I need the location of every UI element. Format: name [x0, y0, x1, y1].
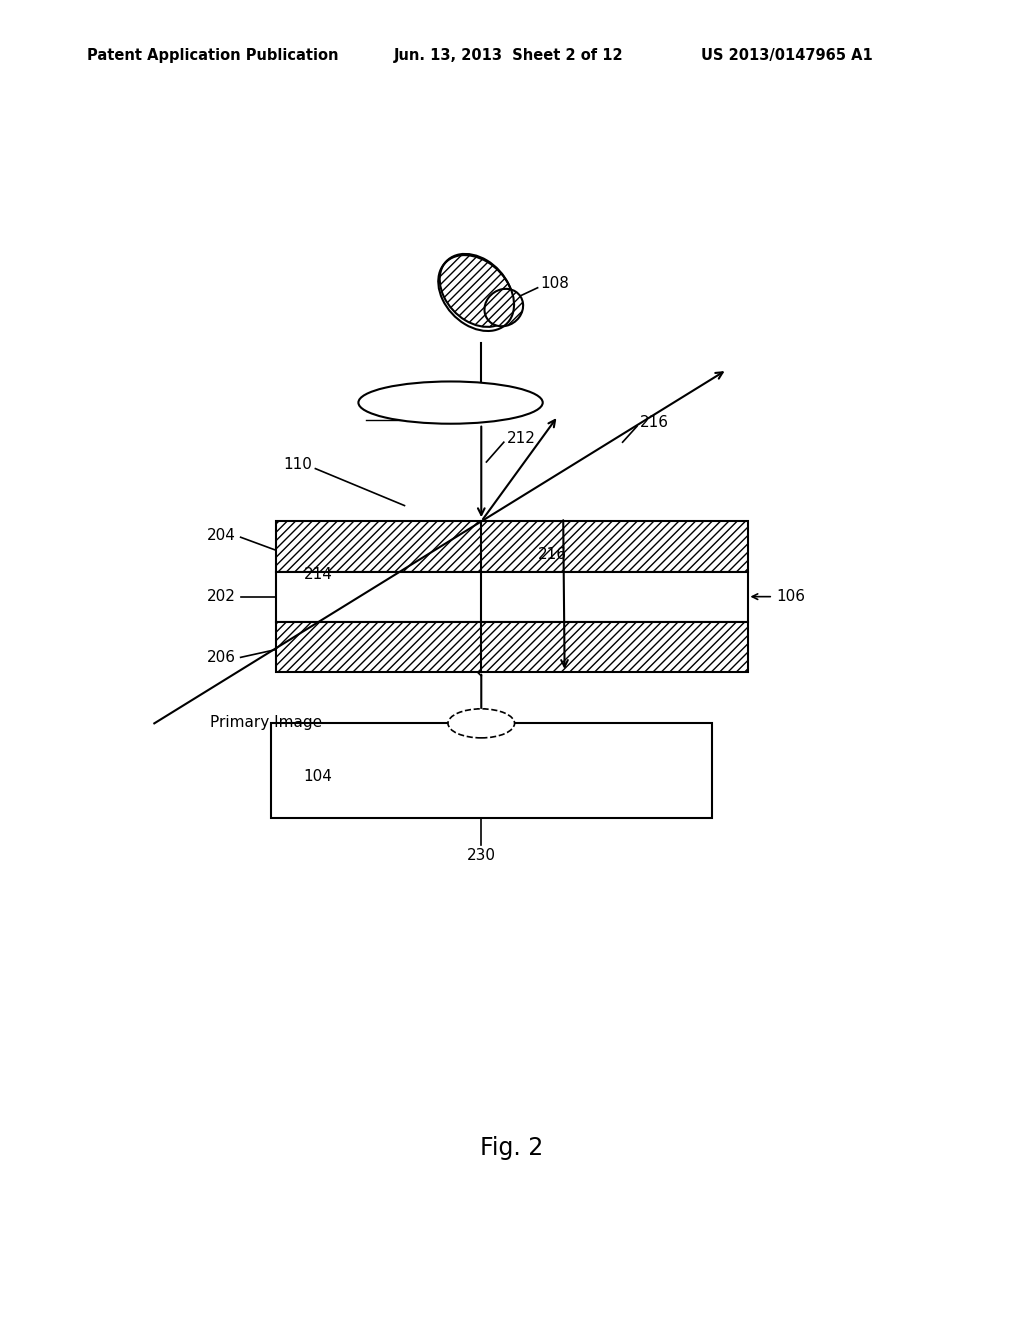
Text: 216: 216	[640, 414, 669, 430]
Text: 108: 108	[541, 276, 569, 292]
Text: 104: 104	[303, 768, 332, 784]
Ellipse shape	[358, 381, 543, 424]
Text: Primary Image: Primary Image	[211, 714, 323, 730]
Text: 212: 212	[507, 430, 536, 446]
Ellipse shape	[449, 709, 514, 738]
Text: 106: 106	[776, 589, 805, 605]
Bar	[276, 521, 748, 572]
Bar	[276, 572, 748, 622]
Text: Fig. 2: Fig. 2	[480, 1137, 544, 1160]
Ellipse shape	[484, 289, 523, 326]
Ellipse shape	[454, 271, 519, 329]
Ellipse shape	[439, 253, 513, 327]
Text: 206: 206	[207, 649, 236, 665]
Text: Jun. 13, 2013  Sheet 2 of 12: Jun. 13, 2013 Sheet 2 of 12	[394, 48, 624, 63]
Text: 110: 110	[284, 457, 312, 473]
Text: 216: 216	[538, 546, 566, 562]
Text: 214: 214	[304, 566, 333, 582]
Text: US 2013/0147965 A1: US 2013/0147965 A1	[701, 48, 873, 63]
Text: 204: 204	[207, 528, 236, 544]
Bar	[271, 723, 712, 818]
Text: 202: 202	[207, 589, 236, 605]
Text: 230: 230	[467, 847, 496, 863]
Bar	[276, 622, 748, 672]
Text: Patent Application Publication: Patent Application Publication	[87, 48, 339, 63]
Text: 102: 102	[377, 397, 406, 413]
